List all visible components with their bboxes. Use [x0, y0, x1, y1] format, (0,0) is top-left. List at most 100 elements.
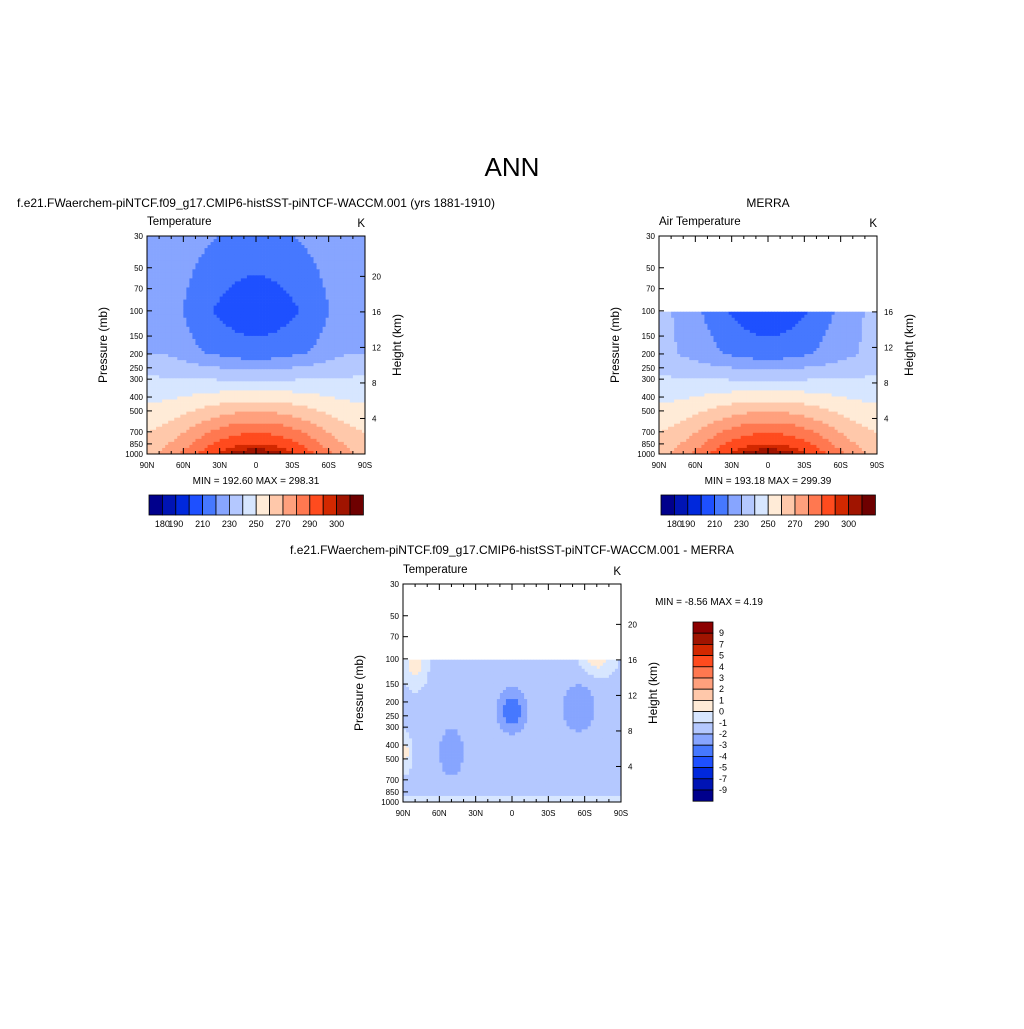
panel-model-cell — [322, 411, 326, 415]
panel-model-cell — [361, 251, 365, 255]
panel-model-cell — [259, 405, 263, 409]
panel-model-cell — [225, 242, 230, 246]
panel-model-cell — [289, 429, 293, 434]
panel-model-cell — [189, 281, 193, 285]
panel-model-cell — [265, 236, 269, 240]
panel-model-cell — [295, 357, 299, 361]
panel-model-cell — [156, 348, 160, 352]
panel-model-cell — [171, 420, 175, 425]
panel-model-cell — [298, 381, 302, 385]
panel-model-cell — [301, 320, 305, 325]
panel-model-cell — [243, 360, 248, 364]
panel-model-cell — [153, 441, 157, 446]
panel-model-cell — [352, 236, 357, 240]
panel-model-cell — [165, 278, 169, 282]
panel-model-cell — [268, 263, 272, 267]
panel-model-cell — [252, 242, 257, 246]
panel-model-cell — [295, 299, 299, 303]
panel-model-cell — [334, 260, 339, 264]
panel-model-cell — [343, 348, 348, 352]
panel-model-cell — [307, 399, 311, 403]
panel-model-cell — [292, 275, 296, 279]
panel-model-cell — [322, 290, 326, 294]
panel-model-cell — [352, 399, 357, 403]
panel-model-cell — [277, 266, 281, 270]
panel-model-cell — [256, 236, 260, 240]
panel-model-cell — [225, 429, 230, 434]
panel-model-cell — [289, 423, 293, 428]
panel-model-cell — [295, 317, 299, 322]
panel-model-cell — [268, 257, 272, 261]
panel-model-cell — [174, 414, 178, 419]
panel-model-cell — [268, 414, 272, 419]
panel-model-cell — [231, 387, 236, 391]
panel-model-cell — [234, 269, 239, 273]
panel-model-cell — [304, 281, 308, 285]
panel-model-cell — [337, 381, 342, 385]
panel-model-cell — [153, 378, 157, 382]
panel-model-cell — [337, 284, 342, 288]
panel-model-cell — [328, 414, 333, 419]
panel-model-cell — [289, 326, 293, 331]
panel-model-cell — [322, 417, 326, 422]
panel-model-cell — [301, 417, 305, 422]
panel-model-cell — [274, 281, 278, 285]
panel-model-cell — [231, 254, 236, 258]
panel-model-cell — [150, 360, 154, 364]
panel-model-cell — [198, 314, 202, 319]
panel-model-cell — [201, 320, 205, 325]
panel-model-cell — [349, 236, 354, 240]
panel-model-cell — [150, 387, 154, 391]
panel-model-cell — [319, 357, 323, 361]
panel-model-cell — [228, 393, 233, 397]
panel-model-cell — [319, 426, 323, 431]
panel-model-cell — [328, 381, 333, 385]
panel-model-cell — [343, 299, 348, 303]
panel-model-cell — [183, 363, 187, 367]
panel-model-cell — [304, 332, 308, 337]
panel-model-cell — [150, 435, 154, 440]
panel-model-cell — [159, 260, 163, 264]
panel-model-cell — [249, 323, 254, 328]
panel-model-cell — [310, 323, 314, 328]
panel-model-cell — [268, 351, 272, 355]
panel-model-cell — [289, 432, 293, 437]
panel-model-cell — [289, 308, 293, 313]
panel-model-cell — [168, 272, 172, 276]
panel-model-cell — [346, 357, 351, 361]
panel-model-cell — [334, 387, 339, 391]
panel-model-cell — [225, 375, 230, 379]
panel-model-cell — [222, 296, 227, 300]
panel-model-cell — [204, 417, 208, 422]
panel-model-cell — [322, 341, 326, 346]
panel-model-cell — [304, 311, 308, 316]
panel-model-cell — [189, 326, 193, 331]
panel-model-cell — [292, 317, 296, 322]
panel-model-cell — [322, 257, 326, 261]
panel-model-cell — [262, 441, 266, 446]
panel-model-cell — [156, 299, 160, 303]
panel-model-cell — [213, 332, 217, 337]
panel-model-cell — [186, 305, 190, 310]
panel-model-cell — [325, 323, 330, 328]
panel-model-cell — [186, 384, 190, 388]
panel-model-cell — [153, 248, 157, 252]
panel-model-cell — [207, 372, 211, 376]
panel-model-cell — [174, 387, 178, 391]
panel-model-cell — [352, 272, 357, 276]
panel-model-cell — [234, 381, 239, 385]
panel-model-cell — [204, 242, 208, 246]
panel-model-cell — [304, 338, 308, 343]
panel-model-cell — [189, 387, 193, 391]
panel-model-cell — [156, 378, 160, 382]
panel-model-cell — [177, 360, 181, 364]
panel-model-cell — [349, 329, 354, 334]
panel-model-cell — [243, 357, 248, 361]
panel-model-cell — [331, 378, 336, 382]
panel-model-cell — [177, 366, 181, 370]
panel-model-cell — [355, 387, 360, 391]
panel-model-cell — [165, 329, 169, 334]
panel-model-cell — [228, 236, 233, 240]
panel-model-cell — [328, 278, 333, 282]
panel-model-cell — [259, 366, 263, 370]
